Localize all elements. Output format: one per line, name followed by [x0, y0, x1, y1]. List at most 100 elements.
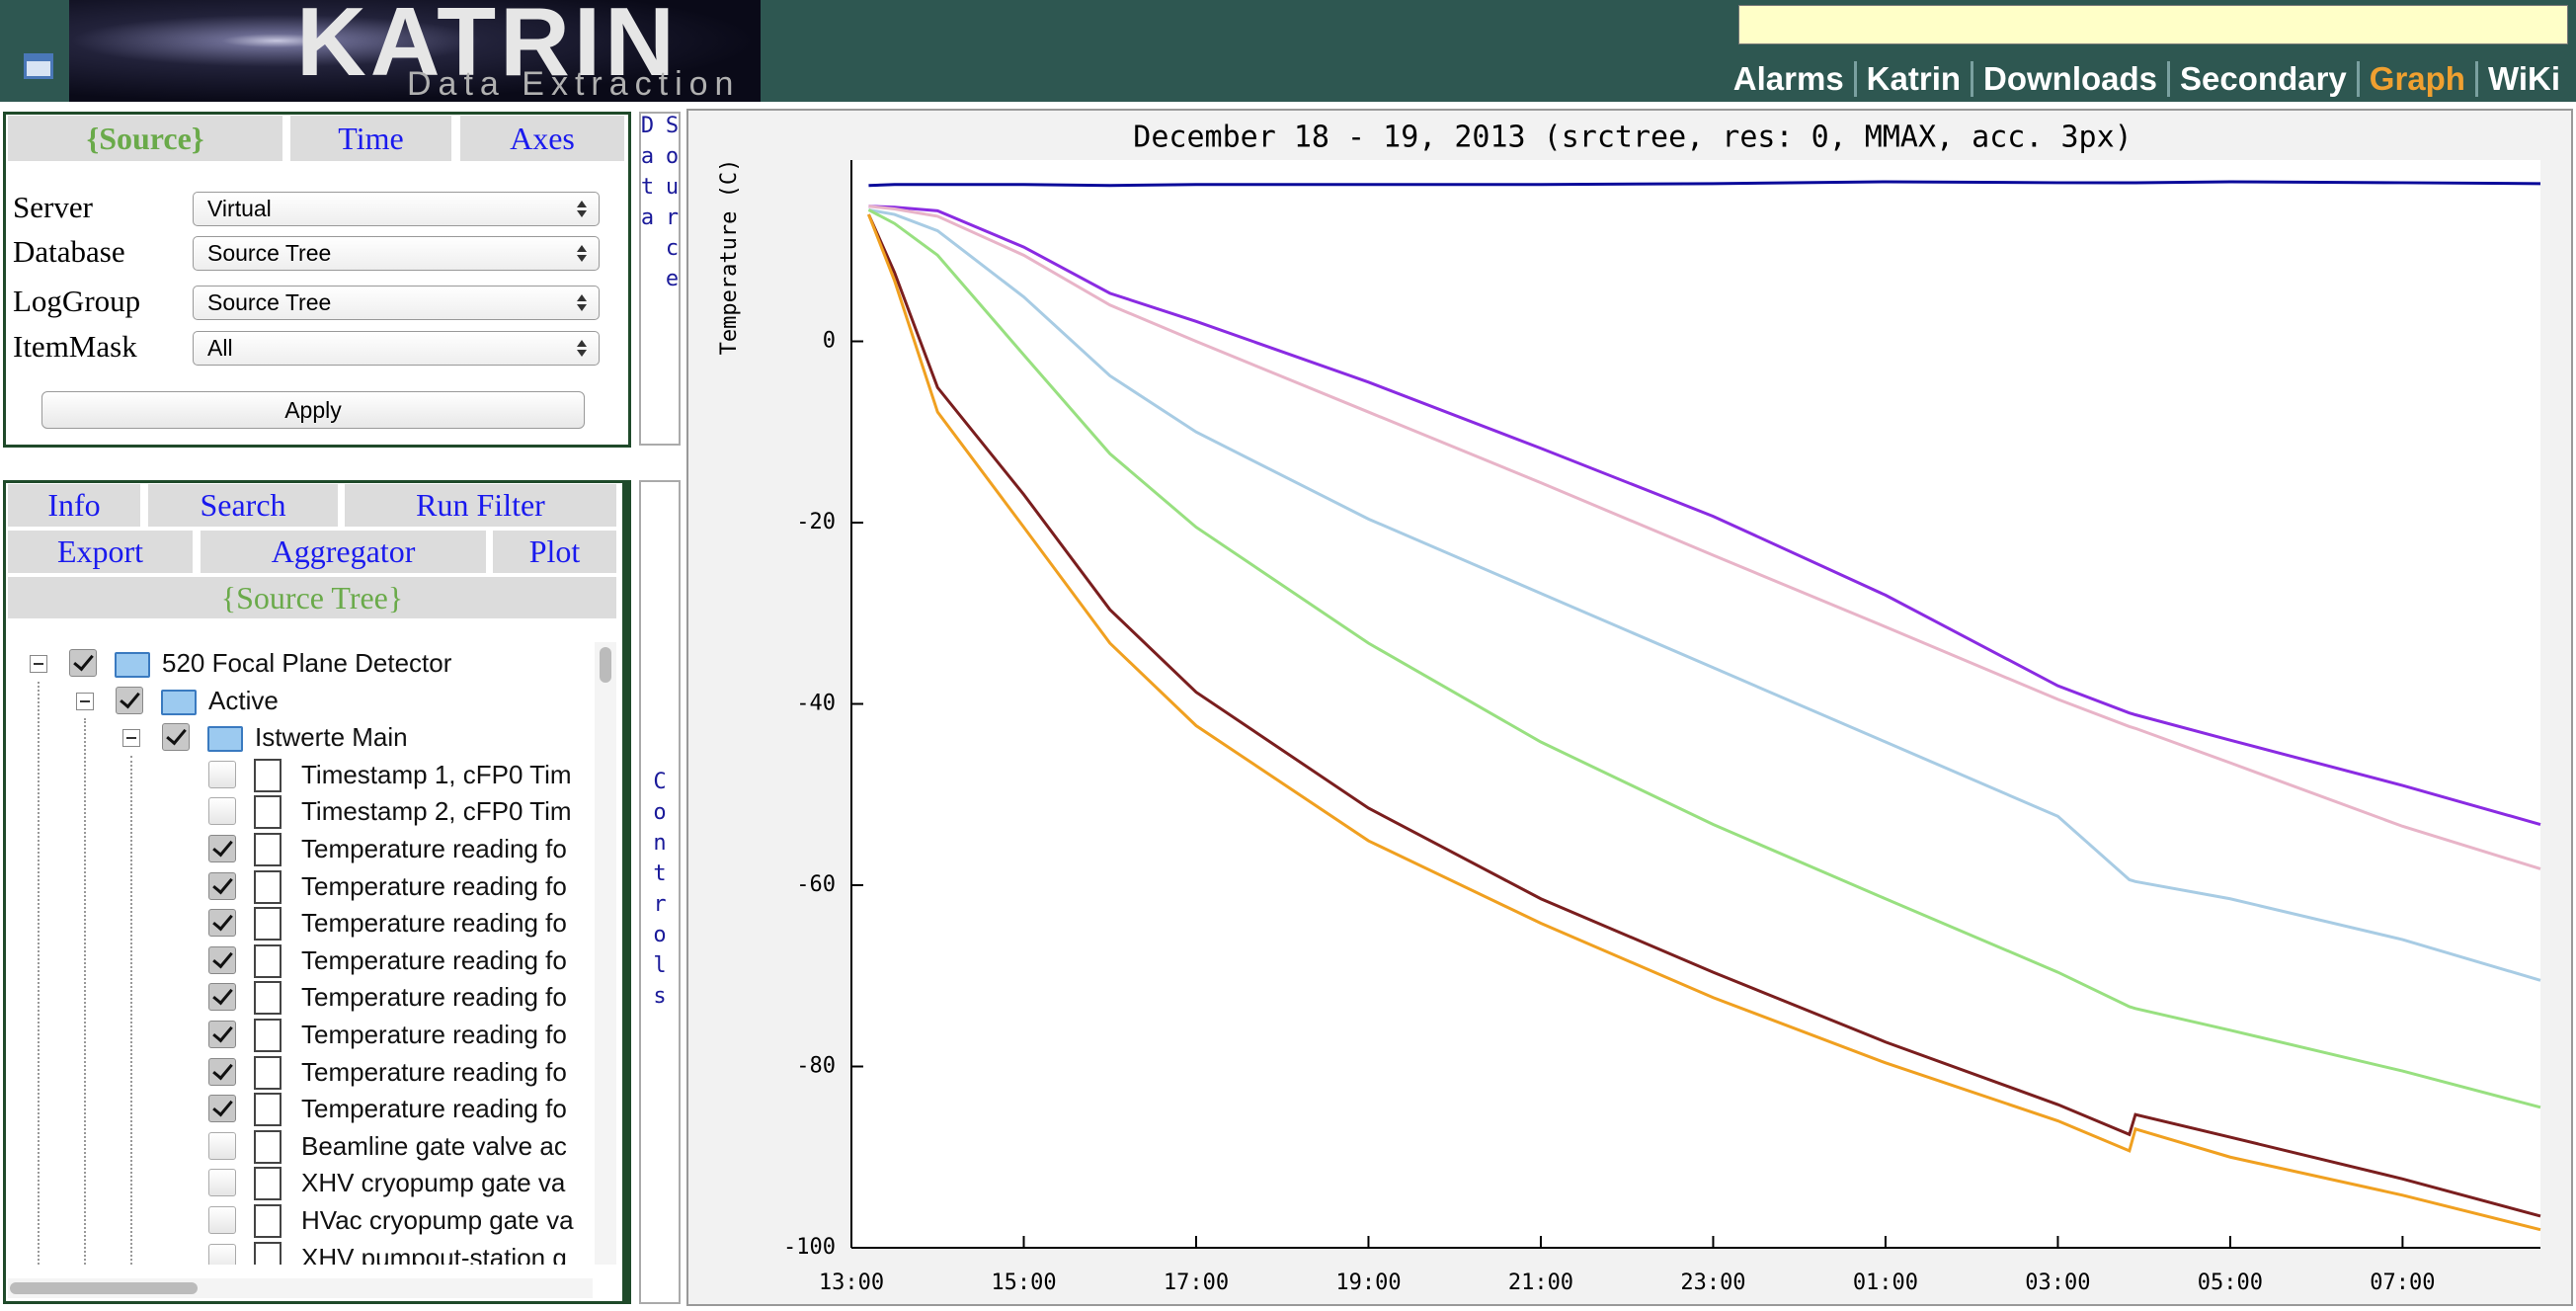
tree-label: Temperature reading fo: [301, 982, 567, 1013]
source-tab[interactable]: Axes: [460, 116, 624, 161]
file-icon: [254, 1241, 282, 1265]
file-icon: [254, 833, 282, 866]
h-scroll-thumb[interactable]: [10, 1282, 198, 1294]
tree-row[interactable]: Istwerte Main: [8, 718, 593, 755]
checkbox[interactable]: [208, 1206, 236, 1234]
tree-row[interactable]: Beamline gate valve ac: [8, 1127, 593, 1164]
checkbox[interactable]: [208, 1169, 236, 1197]
search-input[interactable]: [1738, 5, 2568, 44]
tree-label: XHV cryopump gate va: [301, 1168, 566, 1198]
controls-tab[interactable]: Plot: [493, 531, 616, 573]
checkbox[interactable]: [208, 1095, 236, 1123]
expander[interactable]: [76, 692, 94, 710]
apply-button[interactable]: Apply: [41, 391, 585, 429]
tree-label: Temperature reading fo: [301, 870, 567, 901]
tree-row[interactable]: Temperature reading fo: [8, 830, 593, 866]
checkbox[interactable]: [208, 760, 236, 788]
checkbox[interactable]: [208, 1131, 236, 1160]
field-select[interactable]: Source Tree: [193, 286, 600, 320]
tree-label: Timestamp 1, cFP0 Tim: [301, 759, 572, 789]
v-scrollbar[interactable]: [595, 642, 616, 1265]
nav-link[interactable]: Downloads: [1971, 61, 2167, 97]
tree-row[interactable]: Active: [8, 682, 593, 718]
tree-row[interactable]: HVac cryopump gate va: [8, 1201, 593, 1238]
controls-tab[interactable]: Info: [8, 484, 140, 527]
checkbox[interactable]: [208, 909, 236, 938]
nav-link[interactable]: Katrin: [1853, 61, 1971, 97]
series-line: [868, 205, 2541, 870]
logo-subtitle: Data Extraction: [407, 65, 741, 103]
v-scroll-thumb[interactable]: [600, 647, 611, 683]
nav-link[interactable]: Graph: [2356, 61, 2475, 97]
chart-title: December 18 - 19, 2013 (srctree, res: 0,…: [1133, 121, 2132, 155]
field-select[interactable]: Virtual: [193, 192, 600, 226]
nav-link[interactable]: Alarms: [1732, 60, 1844, 97]
x-tick-label: 19:00: [1335, 1270, 1401, 1295]
tree-label: XHV pumpout-station g: [301, 1242, 567, 1265]
file-icon: [254, 758, 282, 792]
field-select[interactable]: Source Tree: [193, 236, 600, 271]
checkbox[interactable]: [69, 649, 97, 677]
logo-image: [69, 0, 761, 102]
field-label: LogGroup: [13, 284, 141, 318]
file-icon: [254, 943, 282, 978]
checkbox[interactable]: [208, 983, 236, 1012]
file-icon: [254, 1129, 282, 1164]
source-tab[interactable]: Time: [290, 116, 451, 161]
controls-side-tab[interactable]: Controls: [639, 480, 681, 1304]
file-icon: [254, 981, 282, 1016]
tree-row[interactable]: Temperature reading fo: [8, 1090, 593, 1127]
tree-label: Temperature reading fo: [301, 944, 567, 975]
y-tick-label: -60: [796, 872, 836, 897]
tree-label: Temperature reading fo: [301, 1020, 567, 1049]
y-tick-label: -20: [796, 510, 836, 534]
checkbox[interactable]: [208, 871, 236, 900]
data-source-tab[interactable]: Data Source: [635, 112, 684, 446]
checkbox[interactable]: [162, 723, 190, 752]
field-label: Database: [13, 234, 125, 269]
header: KATRIN Data Extraction Alarms Katrin Downl…: [0, 0, 2576, 103]
checkbox[interactable]: [208, 1243, 236, 1265]
folder-icon: [115, 652, 150, 678]
tree-row[interactable]: XHV pumpout-station g: [8, 1239, 593, 1265]
tree-row[interactable]: 520 Focal Plane Detector: [8, 644, 593, 681]
controls-tab[interactable]: Export: [8, 531, 193, 573]
tree-row[interactable]: XHV cryopump gate va: [8, 1164, 593, 1201]
nav: Alarms Katrin Downloads Secondary Graph WiKi: [1724, 61, 2570, 97]
x-tick-label: 01:00: [1853, 1270, 1918, 1295]
nav-link[interactable]: Secondary: [2167, 61, 2357, 97]
tree-row[interactable]: Temperature reading fo: [8, 867, 593, 904]
tree-row[interactable]: Temperature reading fo: [8, 942, 593, 978]
expander[interactable]: [122, 729, 140, 748]
x-tick-label: 13:00: [819, 1270, 884, 1295]
tree-row[interactable]: Temperature reading fo: [8, 1016, 593, 1052]
checkbox[interactable]: [208, 1057, 236, 1086]
tree-label: Temperature reading fo: [301, 908, 567, 939]
nav-link[interactable]: WiKi: [2474, 61, 2570, 97]
tree-row[interactable]: Temperature reading fo: [8, 1053, 593, 1090]
tree-row[interactable]: Timestamp 2, cFP0 Tim: [8, 792, 593, 830]
field-select[interactable]: All: [193, 331, 600, 366]
tree-label: Temperature reading fo: [301, 1094, 567, 1124]
expander[interactable]: [30, 655, 47, 673]
tree-label: 520 Focal Plane Detector: [162, 648, 452, 678]
source-tab[interactable]: {Source}: [8, 116, 282, 161]
calendar-icon[interactable]: [24, 53, 53, 79]
tree-label: Temperature reading fo: [301, 1056, 567, 1087]
controls-tab[interactable]: Search: [148, 484, 338, 527]
checkbox[interactable]: [116, 686, 143, 714]
checkbox[interactable]: [208, 835, 236, 862]
tree-row[interactable]: Temperature reading fo: [8, 978, 593, 1016]
checkbox[interactable]: [208, 1021, 236, 1048]
h-scrollbar[interactable]: [8, 1278, 593, 1298]
controls-tab[interactable]: Run Filter: [345, 484, 616, 527]
checkbox[interactable]: [208, 945, 236, 974]
checkbox[interactable]: [208, 797, 236, 826]
tree-row[interactable]: Timestamp 1, cFP0 Tim: [8, 756, 593, 792]
x-tick-label: 07:00: [2370, 1270, 2435, 1295]
file-icon: [254, 869, 282, 904]
tree-row[interactable]: Temperature reading fo: [8, 904, 593, 942]
folder-icon: [207, 726, 243, 753]
controls-tab[interactable]: Aggregator: [201, 531, 486, 573]
